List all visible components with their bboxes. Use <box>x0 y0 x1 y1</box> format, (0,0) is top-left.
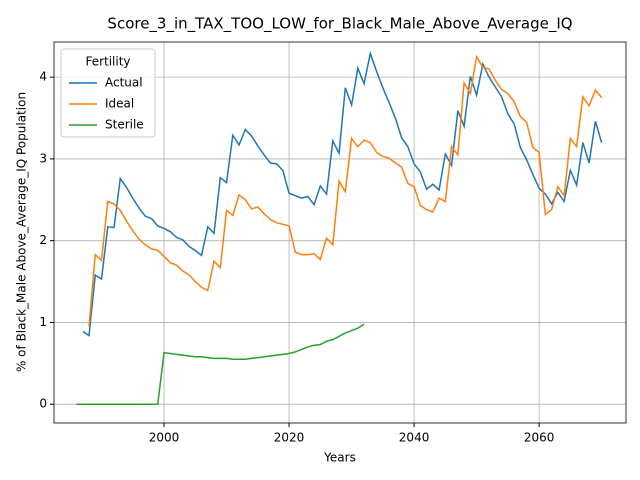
legend: Fertility Actual Ideal Sterile <box>60 48 156 138</box>
y-axis-label: % of Black_Male Above_Average_IQ Populat… <box>15 92 29 372</box>
plot-frame <box>53 41 627 424</box>
x-tick-label: 2040 <box>399 431 430 445</box>
y-tick-label: 4 <box>39 70 47 84</box>
x-tick-label: 2060 <box>524 431 555 445</box>
legend-title: Fertility <box>85 55 130 69</box>
series-line <box>76 323 365 405</box>
y-tick-label: 3 <box>39 151 47 165</box>
x-tick-label: 2000 <box>149 431 180 445</box>
y-tick-label: 2 <box>39 233 47 247</box>
x-tick-label: 2020 <box>274 431 305 445</box>
y-tick-label: 0 <box>39 397 47 411</box>
series-line <box>82 50 603 337</box>
legend-label: Sterile <box>105 118 144 132</box>
x-axis-label: Years <box>323 451 356 465</box>
legend-label: Ideal <box>105 97 134 111</box>
chart-title: Score_3_in_TAX_TOO_LOW_for_Black_Male_Ab… <box>107 15 572 34</box>
series-line <box>88 54 603 327</box>
y-tick-label: 1 <box>39 315 47 329</box>
legend-box <box>60 48 156 138</box>
legend-label: Actual <box>105 76 143 90</box>
